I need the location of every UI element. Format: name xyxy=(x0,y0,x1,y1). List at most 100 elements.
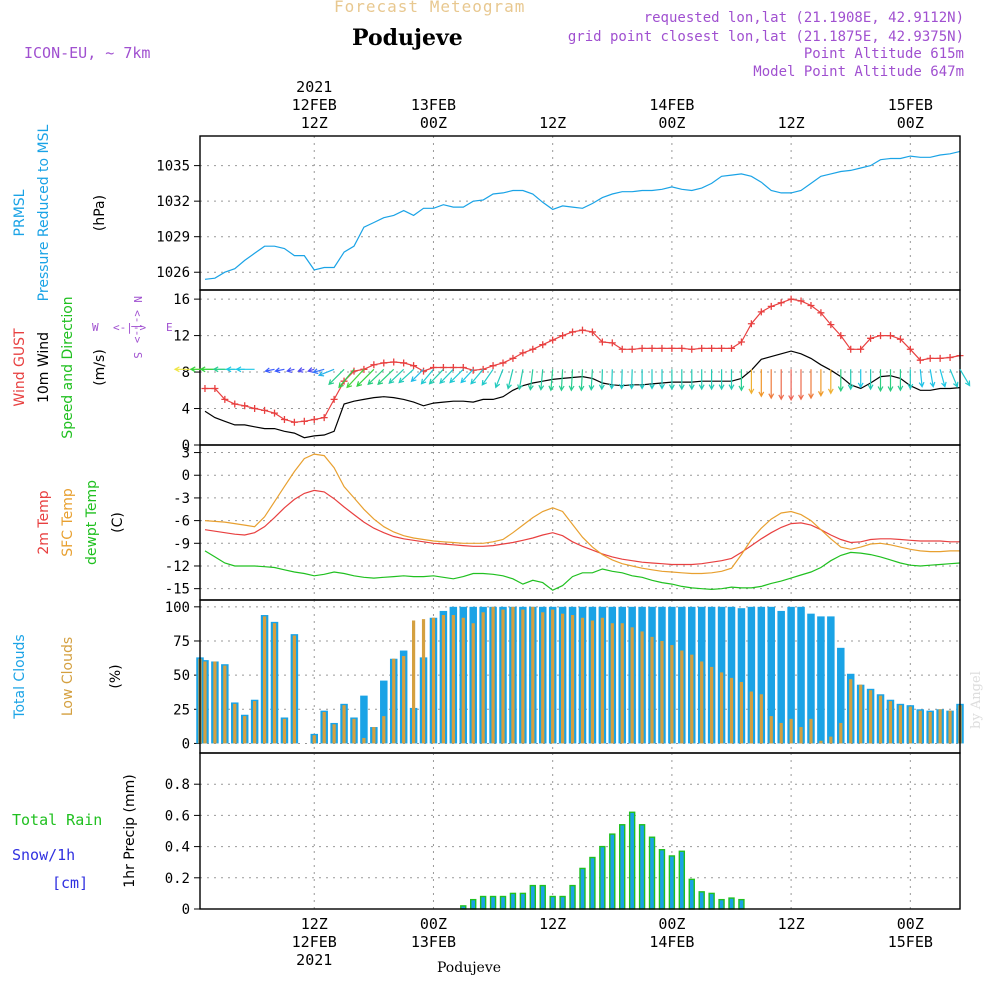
gust-marker xyxy=(678,344,686,352)
bar-low xyxy=(700,661,704,744)
bar-low xyxy=(471,623,475,744)
bar-low xyxy=(431,617,436,744)
gust-marker xyxy=(718,344,726,352)
wind-arrow xyxy=(338,368,355,389)
gust-marker xyxy=(211,384,219,392)
y-tick-label: 8 xyxy=(182,365,190,381)
wind-arrows xyxy=(173,366,971,402)
gust-marker xyxy=(638,344,646,352)
bottom-tick-label: 00Z xyxy=(420,915,447,933)
gust-marker xyxy=(290,418,298,426)
bar-precip xyxy=(738,898,745,910)
wind-arrow xyxy=(678,369,685,391)
bottom-tick-label: 13FEB xyxy=(411,933,456,951)
bar-precip xyxy=(658,849,666,910)
wind-arrow xyxy=(698,369,705,391)
wind-arrow xyxy=(460,368,474,384)
y-tick-label: -12 xyxy=(165,559,190,575)
wind-arrow xyxy=(235,366,255,373)
y-tick-label: 4 xyxy=(182,402,190,418)
wind-arrow xyxy=(618,369,625,390)
point-altitude: Point Altitude 615m xyxy=(803,46,964,62)
wind-arrow xyxy=(639,369,646,390)
gust-marker xyxy=(757,308,765,316)
bar-precip xyxy=(599,845,606,910)
compass-west: W xyxy=(92,321,99,334)
wind-arrow xyxy=(297,367,305,373)
bar-low xyxy=(670,645,674,744)
bottom-tick-label: 12Z xyxy=(301,915,328,933)
bar-precip xyxy=(648,836,656,910)
gust-marker xyxy=(628,345,636,353)
wind-arrow xyxy=(538,369,545,391)
bar-precip xyxy=(559,895,566,910)
wind-arrow xyxy=(907,369,914,390)
bar-low xyxy=(779,722,783,744)
y-tick-label: 12 xyxy=(173,329,190,345)
panel-label: Pressure Reduced to MSL xyxy=(36,124,52,301)
bar-low xyxy=(481,612,485,744)
bar-precip xyxy=(688,878,695,910)
wind-arrow xyxy=(449,368,464,384)
bottom-tick-label: 12Z xyxy=(778,915,805,933)
wind-arrow xyxy=(388,368,405,384)
wind-arrow xyxy=(598,369,605,391)
bar-total xyxy=(757,606,766,744)
bar-low xyxy=(203,661,207,744)
bar-low xyxy=(402,656,406,744)
gust-marker xyxy=(608,339,616,347)
bar-low xyxy=(809,718,813,744)
y-tick-label: 75 xyxy=(173,634,190,650)
bar-low xyxy=(551,609,555,744)
gust-marker xyxy=(936,354,944,362)
bar-low xyxy=(948,710,952,744)
y-tick-label: 3 xyxy=(182,446,190,462)
panel-frame xyxy=(199,752,961,910)
wind-arrow xyxy=(718,369,725,391)
bar-precip xyxy=(728,897,735,910)
y-tick-label: 1029 xyxy=(156,230,190,246)
panel-label: (%) xyxy=(108,664,124,688)
wind-arrow xyxy=(847,369,854,391)
gust-marker xyxy=(857,345,865,353)
bar-total xyxy=(380,680,388,744)
bar-low xyxy=(243,716,247,744)
y-tick-label: 1035 xyxy=(156,159,190,175)
wind-arrow xyxy=(897,369,904,392)
wind-arrow xyxy=(837,369,844,393)
bar-low xyxy=(461,617,465,744)
compass-arrow-horizontal: <-|-> xyxy=(113,321,146,334)
bottom-tick-label: 14FEB xyxy=(649,933,694,951)
bar-low xyxy=(521,609,525,744)
y-tick-label: 0.8 xyxy=(165,777,190,793)
bar-low xyxy=(819,740,823,744)
wind-arrow xyxy=(877,369,884,393)
bar-precip xyxy=(479,895,487,910)
gust-marker xyxy=(280,415,288,423)
y-tick-label: 1026 xyxy=(156,265,190,281)
compass-east: E xyxy=(166,321,173,334)
bar-low xyxy=(719,672,724,744)
wind-arrow xyxy=(949,369,959,388)
gust-marker xyxy=(877,332,885,340)
bar-low xyxy=(282,718,287,744)
top-tick-label: 00Z xyxy=(420,114,447,132)
panel-label: (m/s) xyxy=(92,349,108,386)
bottom-tick-label: 12FEB xyxy=(292,933,337,951)
gust-marker xyxy=(221,395,229,403)
wind-arrow xyxy=(410,368,424,383)
bar-precip xyxy=(718,898,725,910)
gust-marker xyxy=(807,302,815,309)
wind-arrow xyxy=(827,369,834,395)
bar-low xyxy=(630,627,634,744)
compass-south: S xyxy=(131,352,144,359)
bar-precip xyxy=(628,811,636,910)
bar-low xyxy=(372,727,376,744)
wind-arrow xyxy=(558,369,565,392)
wind-arrow xyxy=(494,369,504,389)
bar-low xyxy=(352,718,356,744)
panel-label: Low Clouds xyxy=(60,637,76,716)
wind-arrow xyxy=(748,369,755,395)
top-tick-label: 12Z xyxy=(539,114,566,132)
panel-wind: 0 4 8 12 16 Wind GUST 10m Wind Speed and Direct… xyxy=(12,289,964,454)
